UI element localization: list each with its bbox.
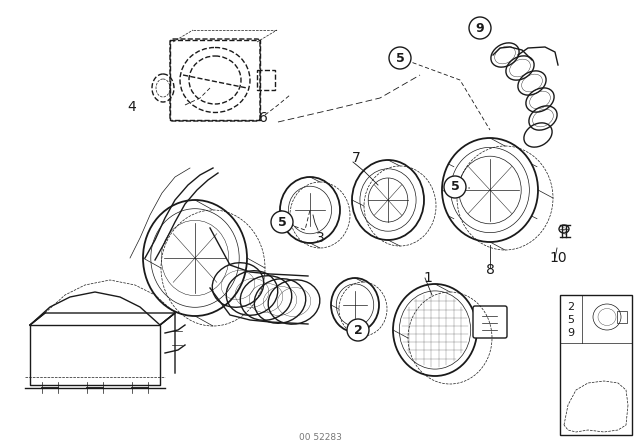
Circle shape [469, 17, 491, 39]
Text: 3: 3 [316, 231, 324, 245]
Text: 5: 5 [451, 181, 460, 194]
Text: 7: 7 [351, 151, 360, 165]
Bar [617, 311, 627, 323]
Text: 10: 10 [549, 251, 567, 265]
Text: 8: 8 [486, 263, 495, 277]
Text: 2: 2 [354, 323, 362, 336]
Text: 9: 9 [568, 328, 575, 338]
Text: 5: 5 [568, 315, 575, 325]
Text: 6: 6 [259, 111, 268, 125]
Circle shape [271, 211, 293, 233]
Circle shape [389, 47, 411, 69]
Text: 5: 5 [396, 52, 404, 65]
Circle shape [444, 176, 466, 198]
Text: 00 52283: 00 52283 [299, 434, 341, 443]
Text: 9: 9 [476, 22, 484, 34]
Text: 2: 2 [568, 302, 575, 312]
Text: 4: 4 [127, 100, 136, 114]
Text: 1: 1 [424, 271, 433, 285]
Circle shape [347, 319, 369, 341]
FancyBboxPatch shape [473, 306, 507, 338]
Bar [560, 295, 632, 435]
Bar [257, 70, 275, 90]
Text: 5: 5 [278, 215, 286, 228]
